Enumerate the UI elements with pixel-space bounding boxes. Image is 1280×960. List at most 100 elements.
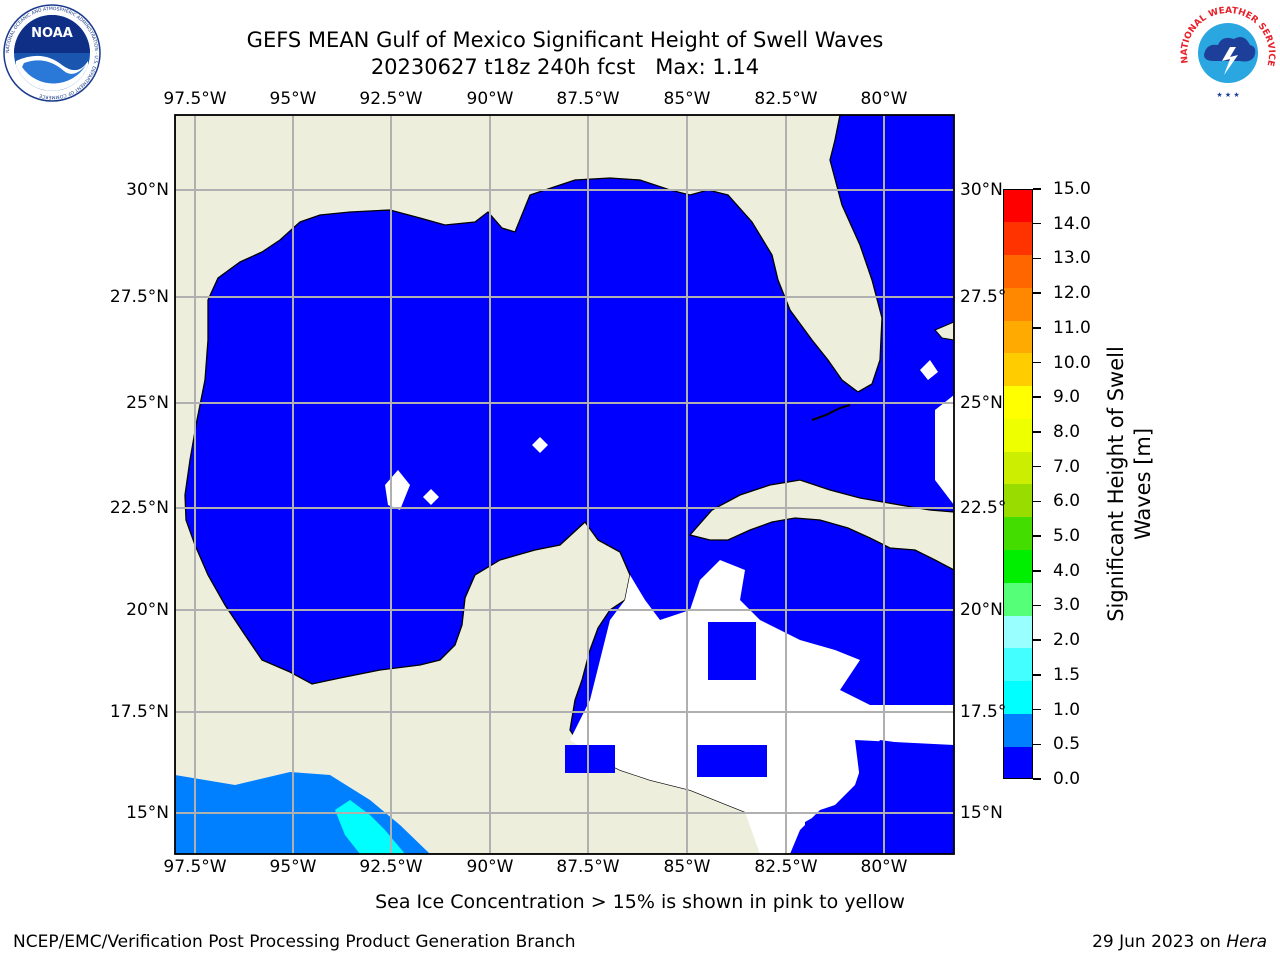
colorbar-segment <box>1003 516 1033 551</box>
colorbar-tick-label: 14.0 <box>1053 213 1091 234</box>
lat-label-right: 25°N <box>960 393 1003 413</box>
colorbar-tick-mark <box>1033 396 1041 398</box>
colorbar-scale <box>1003 189 1033 780</box>
colorbar-segment <box>1003 352 1033 387</box>
colorbar-tick-mark <box>1033 431 1041 433</box>
colorbar-segment <box>1003 484 1033 518</box>
credit-branch: NCEP/EMC/Verification Post Processing Pr… <box>13 932 576 952</box>
colorbar-frame <box>1003 189 1033 779</box>
ocean-patch-2 <box>565 745 615 773</box>
lat-label-left: 15°N <box>126 803 169 823</box>
colorbar-tick-label: 4.0 <box>1053 560 1081 581</box>
colorbar-segment <box>1003 287 1033 321</box>
lat-label-left: 20°N <box>126 600 169 620</box>
colorbar-tick-mark <box>1033 500 1041 503</box>
colorbar-tick-mark <box>1033 535 1041 537</box>
colorbar-label: Significant Height of Swell Waves [m] <box>1104 346 1155 622</box>
colorbar-tick-mark <box>1033 465 1041 468</box>
lon-label-bottom: 80°W <box>860 857 908 877</box>
map-title: GEFS MEAN Gulf of Mexico Significant Hei… <box>246 28 884 52</box>
colorbar-tick-label: 15.0 <box>1053 179 1091 199</box>
colorbar-tick-label: 10.0 <box>1053 352 1091 373</box>
landmass-cuba <box>688 479 954 571</box>
colorbar-tick-label: 1.5 <box>1053 664 1081 685</box>
nodata-spot-4 <box>935 395 954 505</box>
colorbar-segment <box>1003 451 1033 485</box>
colorbar-tick-mark <box>1033 708 1041 711</box>
lon-label-bottom: 95°W <box>269 857 317 877</box>
lat-label-right: 30°N <box>960 180 1003 200</box>
map-frame <box>174 114 955 855</box>
colorbar-tick-mark <box>1033 674 1041 676</box>
lat-label-left: 17.5°N <box>109 702 169 722</box>
ocean-patch-3 <box>697 745 767 777</box>
colorbar-tick-mark <box>1033 327 1041 329</box>
colorbar-tick-label: 1.0 <box>1053 699 1081 720</box>
colorbar-tick-mark <box>1033 570 1041 572</box>
nodata-spot-1 <box>532 437 548 453</box>
lat-label-left: 30°N <box>126 180 169 200</box>
ocean-patch-1 <box>708 622 756 680</box>
colorbar-tick-label: 5.0 <box>1053 526 1081 547</box>
colorbar-segment <box>1003 385 1033 419</box>
colorbar-tick-label: 13.0 <box>1053 248 1091 269</box>
colorbar-tick-label: 12.0 <box>1053 283 1091 304</box>
colorbar-tick-label: 9.0 <box>1053 387 1081 408</box>
noaa-wordmark: NOAA <box>31 26 73 41</box>
lat-label-left: 22.5°N <box>109 498 169 518</box>
lat-label-right: 17.5° <box>960 702 1007 722</box>
credit-date: 29 Jun 2023 on Hera <box>1092 932 1267 952</box>
colorbar-segment <box>1003 713 1033 747</box>
colorbar-segment <box>1003 254 1033 288</box>
colorbar-tick-label: 0.5 <box>1053 734 1081 755</box>
credit-host: Hera <box>1226 932 1267 952</box>
colorbar-tick-mark <box>1033 188 1041 190</box>
sea-ice-note: Sea Ice Concentration > 15% is shown in … <box>375 891 905 913</box>
ocean-patch-4 <box>805 740 954 854</box>
colorbar-segment <box>1003 615 1033 649</box>
lon-label-bottom: 87.5°W <box>556 857 620 877</box>
colorbar-tick-label: 0.0 <box>1053 769 1081 789</box>
lon-label-bottom: 85°W <box>663 857 711 877</box>
colorbar-segment <box>1003 746 1033 780</box>
lon-label-top: 85°W <box>663 89 711 109</box>
lon-label-top: 87.5°W <box>556 89 620 109</box>
lon-label-top: 97.5°W <box>163 89 227 109</box>
colorbar-ticks: 15.0 14.0 13.0 12.0 11.0 10.0 9.0 8.0 7.0 6.0 5.0 4… <box>1033 179 1093 789</box>
colorbar-segment <box>1003 680 1033 714</box>
lon-label-bottom: 90°W <box>466 857 514 877</box>
lat-label-right: 20°N <box>960 600 1003 620</box>
colorbar-segment <box>1003 189 1033 223</box>
colorbar-tick-label: 7.0 <box>1053 456 1081 477</box>
colorbar-segment <box>1003 418 1033 452</box>
noaa-logo: NOAA NATIONAL OCEANIC AND ATMOSPHERIC AD… <box>3 4 101 102</box>
lon-label-bottom: 82.5°W <box>754 857 818 877</box>
bahamas-island <box>934 321 954 341</box>
map-subtitle: 20230627 t18z 240h fcst Max: 1.14 <box>370 55 760 79</box>
colorbar-tick-label: 6.0 <box>1053 491 1081 512</box>
colorbar-segment <box>1003 320 1033 354</box>
colorbar-tick-mark <box>1033 257 1041 260</box>
svg-text:★ ★ ★: ★ ★ ★ <box>1216 91 1239 99</box>
colorbar-segment <box>1003 221 1033 256</box>
colorbar-tick-mark <box>1033 778 1041 780</box>
lon-label-top: 80°W <box>860 89 908 109</box>
colorbar-tick-mark <box>1033 743 1041 746</box>
colorbar-tick-mark <box>1033 639 1041 641</box>
colorbar-tick-label: 11.0 <box>1053 317 1091 338</box>
colorbar-segment <box>1003 549 1033 583</box>
colorbar-tick-mark <box>1033 222 1041 225</box>
colorbar-segment <box>1003 647 1033 682</box>
map-graticule <box>175 115 954 854</box>
colorbar-tick-mark <box>1033 604 1041 607</box>
lat-label-right: 15°N <box>960 803 1003 823</box>
colorbar-tick-label: 2.0 <box>1053 630 1081 651</box>
colorbar-tick-mark <box>1033 292 1041 294</box>
nodata-spot-3 <box>423 489 439 505</box>
lon-label-top: 90°W <box>466 89 514 109</box>
lat-label-right: 22.5° <box>960 498 1007 518</box>
lat-label-left: 25°N <box>126 393 169 413</box>
lat-label-right: 27.5° <box>960 287 1007 307</box>
colorbar-tick-mark <box>1033 361 1041 364</box>
